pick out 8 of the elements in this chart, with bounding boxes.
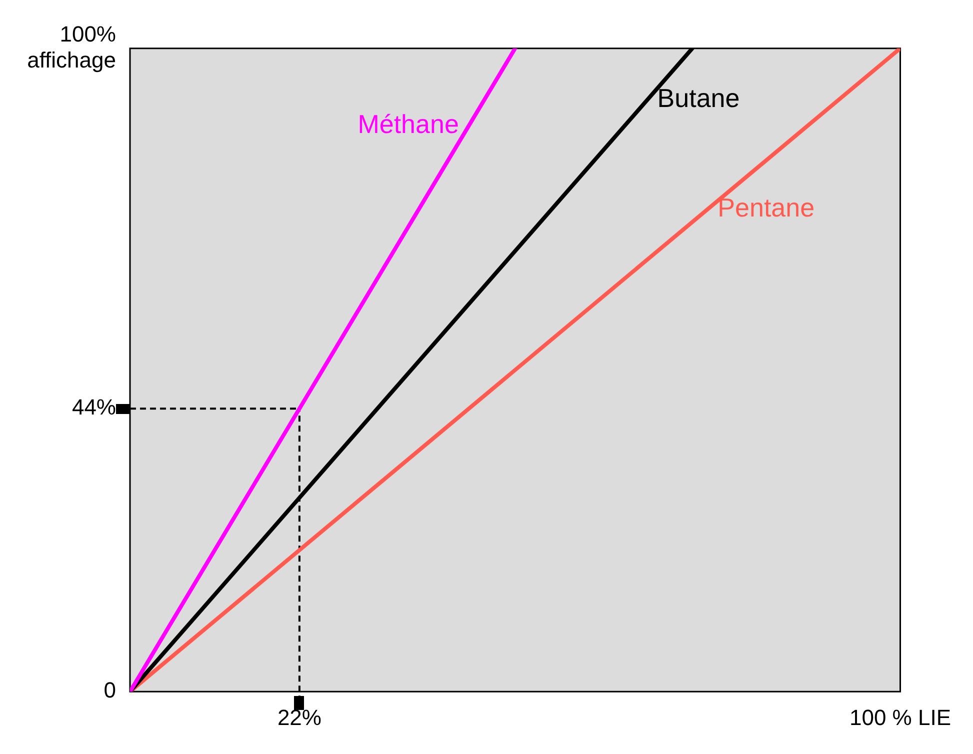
- y-tick-label: 44%: [72, 394, 116, 420]
- series-label: Butane: [657, 83, 740, 114]
- series-label: Méthane: [358, 108, 459, 139]
- x-tick-label: 22%: [277, 704, 322, 730]
- x-tick-label: 100 % LIE: [849, 704, 951, 730]
- y-tick-label: 100% affichage: [27, 21, 116, 73]
- series-label: Pentane: [718, 192, 815, 222]
- y-tick-label: 0: [104, 678, 116, 703]
